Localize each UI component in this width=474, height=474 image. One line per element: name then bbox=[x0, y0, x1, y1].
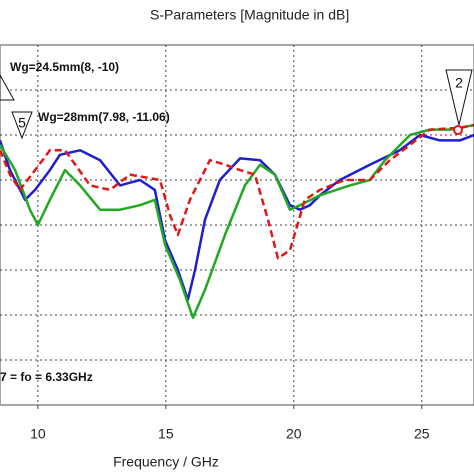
chart-title: S-Parameters [Magnitude in dB] bbox=[150, 7, 349, 23]
lines bbox=[0, 123, 474, 319]
marker-flag bbox=[0, 73, 15, 101]
x-tick-label: 20 bbox=[286, 426, 302, 442]
x-tick-label: 25 bbox=[414, 426, 430, 442]
series-line bbox=[0, 133, 474, 301]
grid bbox=[0, 45, 474, 409]
series-line bbox=[0, 123, 474, 260]
annotation: Wg=28mm(7.98, -11.06) bbox=[38, 110, 170, 124]
marker-flag bbox=[11, 111, 33, 140]
marker-label: 2 bbox=[455, 75, 463, 91]
marker-dot bbox=[453, 125, 463, 135]
annotation: 7 = fo = 6.33GHz bbox=[0, 370, 93, 384]
annotation: Wg=24.5mm(8, -10) bbox=[10, 60, 119, 74]
marker-label: 5 bbox=[18, 115, 26, 131]
x-tick-label: 10 bbox=[30, 426, 46, 442]
series-line bbox=[0, 123, 474, 319]
x-axis-label: Frequency / GHz bbox=[113, 454, 219, 470]
x-tick-label: 15 bbox=[158, 426, 174, 442]
marker-flag bbox=[445, 69, 473, 126]
